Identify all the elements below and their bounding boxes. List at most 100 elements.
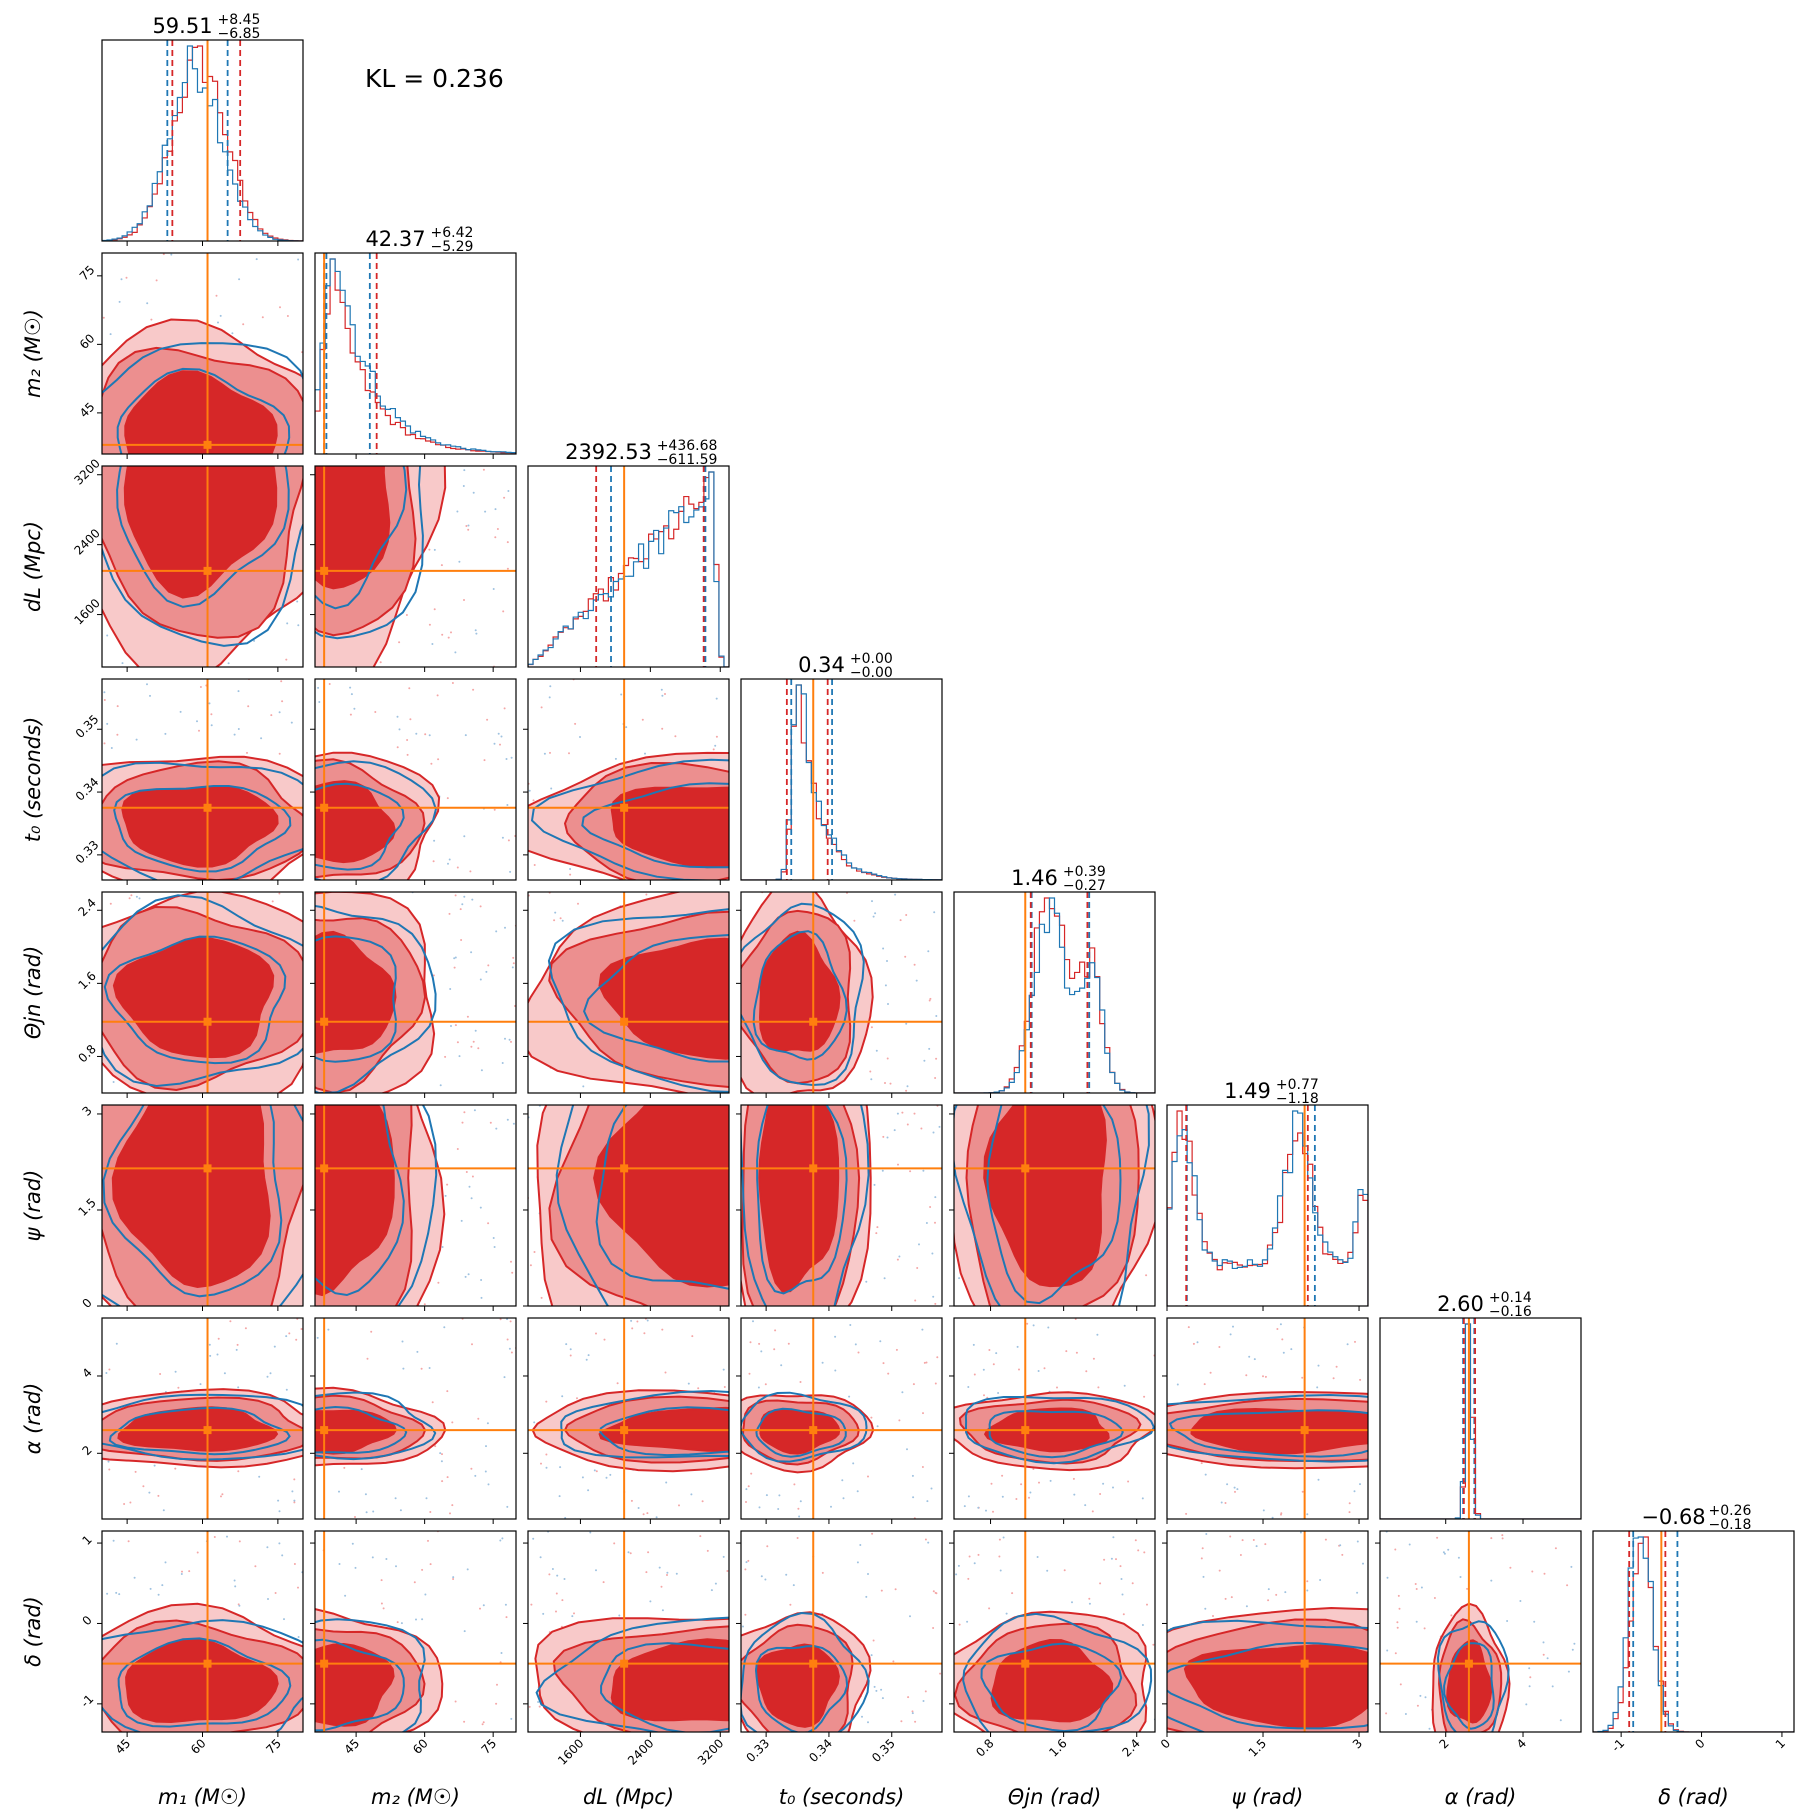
scatter-point xyxy=(130,894,133,897)
scatter-point xyxy=(416,1350,419,1353)
y-tick-label: 0.8 xyxy=(75,1042,98,1065)
scatter-point xyxy=(112,1539,115,1542)
scatter-point xyxy=(408,687,411,690)
scatter-point xyxy=(882,1135,885,1138)
scatter-point xyxy=(208,702,211,705)
scatter-point xyxy=(138,897,141,900)
scatter-point xyxy=(454,956,457,959)
x-tick-label: 0 xyxy=(1692,1736,1707,1751)
scatter-point xyxy=(691,1335,694,1338)
scatter-point xyxy=(620,693,623,696)
scatter-point xyxy=(460,939,463,941)
scatter-point xyxy=(867,1475,869,1478)
scatter-point xyxy=(409,718,412,721)
scatter-point xyxy=(585,1358,588,1361)
scatter-point xyxy=(482,1721,485,1724)
truth-marker xyxy=(1300,1426,1309,1435)
scatter-point xyxy=(1317,1364,1320,1367)
scatter-point xyxy=(467,528,470,531)
contour-inner xyxy=(593,1105,729,1288)
scatter-point xyxy=(364,1493,367,1496)
scatter-point xyxy=(501,1537,504,1540)
panel-m1-dL: 1600 2400 3200 xyxy=(71,456,304,672)
scatter-point xyxy=(1348,1502,1351,1505)
scatter-point xyxy=(424,1593,427,1596)
scatter-point xyxy=(865,1595,868,1598)
scatter-point xyxy=(1088,1597,1091,1600)
scatter-point xyxy=(1103,1558,1106,1561)
scatter-point xyxy=(766,1545,769,1548)
title-m1-median: 59.51 xyxy=(152,14,212,38)
contour-inner xyxy=(125,1638,279,1724)
scatter-point xyxy=(503,707,506,710)
scatter-point xyxy=(110,747,113,749)
scatter-point xyxy=(450,631,452,634)
scatter-point xyxy=(894,893,897,896)
truth-marker xyxy=(809,1017,818,1026)
scatter-point xyxy=(985,1509,987,1512)
scatter-point xyxy=(581,1476,584,1479)
scatter-point xyxy=(880,1688,883,1691)
scatter-point xyxy=(1306,1589,1309,1592)
scatter-point xyxy=(1420,1586,1423,1589)
scatter-point xyxy=(1143,1395,1146,1398)
contour-blue-outer xyxy=(102,1619,303,1732)
scatter-point xyxy=(281,700,284,703)
scatter-point xyxy=(120,278,123,281)
x-axis-label-m2: m₂ (M☉) xyxy=(371,1785,460,1809)
scatter-point xyxy=(701,1500,704,1503)
scatter-point xyxy=(242,323,245,326)
scatter-point xyxy=(1091,1510,1094,1513)
scatter-point xyxy=(1200,1462,1203,1465)
scatter-point xyxy=(210,724,213,727)
scatter-point xyxy=(1386,1649,1389,1652)
contour-blue-outer xyxy=(964,1396,1155,1465)
scatter-point xyxy=(1356,1540,1359,1543)
scatter-point xyxy=(1442,1551,1445,1554)
contour-inner xyxy=(598,937,729,1060)
scatter-point xyxy=(400,1622,403,1625)
y-tick-label: 0 xyxy=(80,1296,95,1311)
x-axis-label-dL: dL (Mpc) xyxy=(583,1785,674,1809)
scatter-point xyxy=(507,490,510,492)
scatter-point xyxy=(221,1493,224,1496)
contour-blue-outer xyxy=(102,894,303,1088)
scatter-point xyxy=(675,1572,678,1575)
scatter-point xyxy=(179,710,182,713)
contour-blue-inner xyxy=(980,1642,1123,1732)
scatter-point xyxy=(450,1025,452,1027)
scatter-point xyxy=(504,926,506,929)
scatter-point xyxy=(1509,1566,1512,1569)
scatter-point xyxy=(1120,1578,1123,1580)
scatter-point xyxy=(637,1507,640,1509)
scatter-point xyxy=(861,1715,863,1718)
scatter-point xyxy=(555,1592,558,1595)
scatter-point xyxy=(181,1570,183,1573)
scatter-point xyxy=(1567,1670,1570,1673)
scatter-point xyxy=(512,1122,515,1125)
scatter-point xyxy=(436,694,439,697)
scatter-point xyxy=(109,333,112,336)
scatter-point xyxy=(429,1511,432,1513)
scatter-point xyxy=(432,974,435,977)
scatter-point xyxy=(396,746,399,749)
scatter-point xyxy=(1029,1491,1032,1494)
scatter-point xyxy=(778,1494,781,1497)
contour-blue-outer xyxy=(102,761,303,880)
panel-dL-alpha xyxy=(523,1317,730,1524)
scatter-point xyxy=(428,1367,431,1369)
x-tick-label: 1.5 xyxy=(1246,1736,1269,1759)
scatter-point xyxy=(797,1507,800,1510)
panel-frame xyxy=(1166,1530,1369,1733)
scatter-point xyxy=(630,1319,633,1322)
scatter-point xyxy=(958,1623,961,1626)
x-axis-label-m1: m₁ (M☉) xyxy=(158,1785,247,1809)
panel-theta_jn-alpha xyxy=(949,1317,1156,1524)
panel-m2-t0 xyxy=(310,678,517,885)
scatter-point xyxy=(464,1275,467,1278)
scatter-point xyxy=(923,1059,926,1062)
contour-blue-inner xyxy=(116,367,291,454)
scatter-point xyxy=(582,1085,585,1088)
scatter-point xyxy=(625,726,628,729)
